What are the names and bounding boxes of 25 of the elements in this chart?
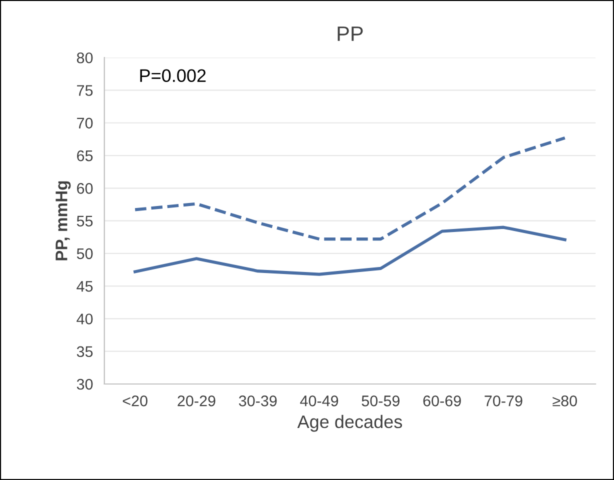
y-axis-title: PP, mmHg bbox=[56, 181, 71, 260]
y-tick-label: 75 bbox=[77, 85, 93, 96]
x-tick-label: 70-79 bbox=[484, 396, 522, 406]
x-axis-title: Age decades bbox=[297, 414, 402, 432]
annotation: P=0.002 bbox=[140, 69, 206, 82]
x-tick-label: 50-59 bbox=[362, 396, 400, 406]
y-tick-label: 55 bbox=[76, 216, 93, 226]
y-tick-label: 60 bbox=[77, 183, 93, 194]
y-tick-label: 50 bbox=[76, 248, 93, 260]
y-tick-label: 30 bbox=[76, 378, 93, 390]
y-tick-label: 35 bbox=[76, 346, 93, 358]
x-tick-label: 40-49 bbox=[300, 396, 338, 406]
y-tick-label: 40 bbox=[76, 314, 93, 324]
line-series bbox=[134, 136, 566, 241]
x-tick-label: 60-69 bbox=[423, 396, 461, 406]
x-tick-label: 20-29 bbox=[178, 396, 216, 406]
y-tick-label: 65 bbox=[77, 150, 93, 162]
y-tick-label: 80 bbox=[76, 52, 93, 64]
x-tick-label: 30-39 bbox=[238, 396, 277, 406]
chart-title: PP bbox=[338, 26, 363, 41]
line-series bbox=[134, 226, 566, 276]
x-tick-label: <20 bbox=[122, 396, 148, 406]
y-tick-label: 70 bbox=[77, 118, 93, 129]
x-tick-label: ≥80 bbox=[552, 396, 577, 406]
y-tick-label: 45 bbox=[76, 281, 93, 292]
